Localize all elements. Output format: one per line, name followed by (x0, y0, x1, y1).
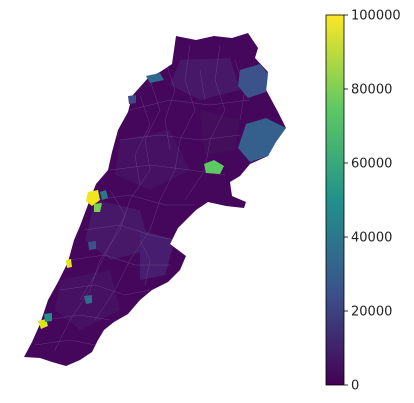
region-west-coast-a (86, 190, 100, 206)
region-south-west-c (44, 313, 52, 322)
region-east (238, 118, 286, 162)
colorbar-tick-label: 20000 (351, 305, 392, 320)
region-north-coast (146, 73, 164, 83)
colorbar-gradient (325, 14, 345, 386)
colorbar-tick-label: 0 (351, 379, 359, 394)
region-central-east (204, 160, 224, 174)
colorbar: 0 20000 40000 60000 80000 100000 (325, 9, 401, 394)
colorbar-tick-label: 100000 (351, 9, 401, 24)
region-mid-north (128, 95, 136, 104)
highlighted-regions (38, 64, 286, 329)
region-west-coast-b (94, 203, 102, 212)
colorbar-tick-label: 40000 (351, 231, 392, 246)
colorbar-ticks: 0 20000 40000 60000 80000 100000 (344, 9, 401, 394)
region-west-coast-c (100, 190, 108, 200)
colorbar-tick-label: 60000 (351, 157, 392, 172)
region-south-west-coast (66, 259, 72, 268)
region-south-west-a (84, 295, 92, 304)
colorbar-tick-label: 80000 (351, 83, 392, 98)
region-north-east (238, 64, 268, 98)
region-center-west (88, 241, 96, 250)
